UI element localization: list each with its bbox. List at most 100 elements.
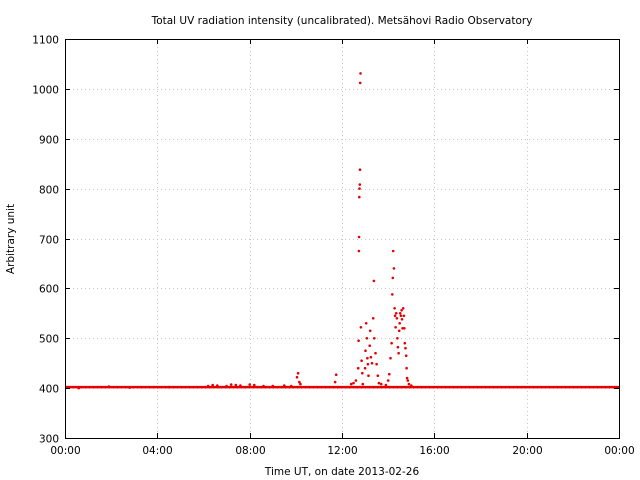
data-point bbox=[375, 362, 378, 366]
data-point bbox=[389, 356, 392, 360]
data-point bbox=[364, 349, 367, 353]
data-point bbox=[366, 362, 370, 366]
y-tick-label: 500 bbox=[39, 334, 59, 346]
data-point bbox=[358, 183, 362, 186]
data-point bbox=[369, 355, 373, 359]
data-point bbox=[234, 383, 238, 387]
x-tick-labels: 00:00 04:00 08:00 12:00 16:00 20:00 00:00 bbox=[50, 445, 634, 457]
data-point bbox=[359, 326, 363, 329]
grid-lines bbox=[65, 39, 619, 438]
data-point bbox=[271, 384, 275, 388]
data-point bbox=[357, 235, 361, 239]
data-point bbox=[372, 279, 376, 283]
x-tick-label: 20:00 bbox=[512, 445, 542, 457]
data-point bbox=[374, 351, 377, 355]
data-point bbox=[359, 72, 362, 75]
data-point bbox=[407, 382, 411, 386]
data-point bbox=[379, 382, 383, 386]
data-point bbox=[395, 317, 399, 320]
data-point bbox=[393, 307, 396, 310]
data-point bbox=[361, 382, 365, 386]
data-point bbox=[216, 384, 219, 387]
data-point bbox=[361, 371, 364, 375]
data-point bbox=[397, 351, 400, 355]
data-point bbox=[358, 168, 362, 171]
data-point bbox=[404, 346, 407, 350]
y-tick-label: 1100 bbox=[32, 35, 59, 47]
data-point bbox=[402, 314, 406, 318]
y-tick-label: 600 bbox=[39, 284, 59, 296]
data-point bbox=[352, 381, 355, 385]
data-point bbox=[394, 326, 397, 329]
data-point bbox=[333, 380, 337, 384]
data-point bbox=[403, 327, 406, 330]
data-point bbox=[386, 379, 390, 382]
data-point bbox=[167, 385, 171, 389]
x-tick-label: 12:00 bbox=[327, 445, 357, 457]
data-point bbox=[357, 249, 361, 253]
data-point bbox=[391, 293, 394, 296]
data-point bbox=[367, 374, 370, 378]
data-point bbox=[206, 384, 210, 388]
data-point bbox=[248, 383, 251, 386]
data-point bbox=[358, 195, 361, 199]
data-point bbox=[356, 366, 360, 370]
y-tick-labels: 300 400 500 600 700 800 900 1000 1100 bbox=[32, 35, 59, 446]
data-point bbox=[128, 386, 131, 389]
data-point bbox=[401, 327, 404, 330]
y-tick-label: 700 bbox=[39, 235, 59, 247]
data-point bbox=[398, 312, 402, 315]
data-point bbox=[391, 276, 395, 280]
data-point bbox=[400, 318, 404, 321]
data-point bbox=[400, 309, 403, 312]
data-point bbox=[384, 383, 388, 387]
data-point bbox=[296, 371, 300, 375]
x-tick-label: 04:00 bbox=[142, 445, 172, 457]
y-tick-label: 1000 bbox=[32, 85, 59, 97]
data-point bbox=[357, 339, 360, 343]
data-point bbox=[229, 383, 233, 386]
data-point bbox=[239, 384, 242, 387]
y-tick-label: 900 bbox=[39, 135, 59, 147]
data-points bbox=[65, 72, 619, 390]
data-point bbox=[366, 356, 369, 360]
x-tick-label: 00:00 bbox=[604, 445, 634, 457]
data-point bbox=[211, 383, 214, 387]
y-tick-label: 300 bbox=[39, 434, 59, 446]
data-point bbox=[299, 382, 302, 386]
data-point bbox=[392, 267, 396, 270]
y-tick-label: 400 bbox=[39, 384, 59, 396]
data-point bbox=[334, 373, 338, 377]
data-point bbox=[404, 354, 408, 358]
data-point bbox=[396, 337, 399, 340]
data-point bbox=[373, 337, 376, 340]
data-point bbox=[368, 329, 372, 333]
y-tick-label: 800 bbox=[39, 185, 59, 197]
data-point bbox=[394, 312, 398, 315]
data-point bbox=[289, 384, 293, 388]
data-point bbox=[358, 187, 361, 190]
data-point bbox=[107, 385, 111, 388]
data-point bbox=[253, 383, 256, 387]
data-point bbox=[354, 379, 358, 382]
data-point bbox=[225, 384, 228, 388]
data-point bbox=[298, 380, 301, 384]
data-point bbox=[376, 374, 380, 378]
chart-title: Total UV radiation intensity (uncalibrat… bbox=[151, 15, 533, 27]
data-point bbox=[396, 345, 400, 349]
data-point bbox=[399, 314, 403, 318]
data-point bbox=[363, 366, 367, 370]
data-point bbox=[377, 381, 381, 385]
data-point bbox=[398, 322, 402, 325]
data-point bbox=[391, 249, 395, 253]
data-point bbox=[77, 386, 81, 390]
data-point bbox=[371, 317, 375, 320]
data-point bbox=[295, 375, 299, 379]
x-tick-label: 00:00 bbox=[50, 445, 80, 457]
data-point bbox=[397, 329, 401, 333]
data-point bbox=[349, 382, 353, 386]
data-point bbox=[405, 376, 409, 380]
data-point bbox=[358, 81, 362, 85]
data-point bbox=[283, 384, 286, 387]
